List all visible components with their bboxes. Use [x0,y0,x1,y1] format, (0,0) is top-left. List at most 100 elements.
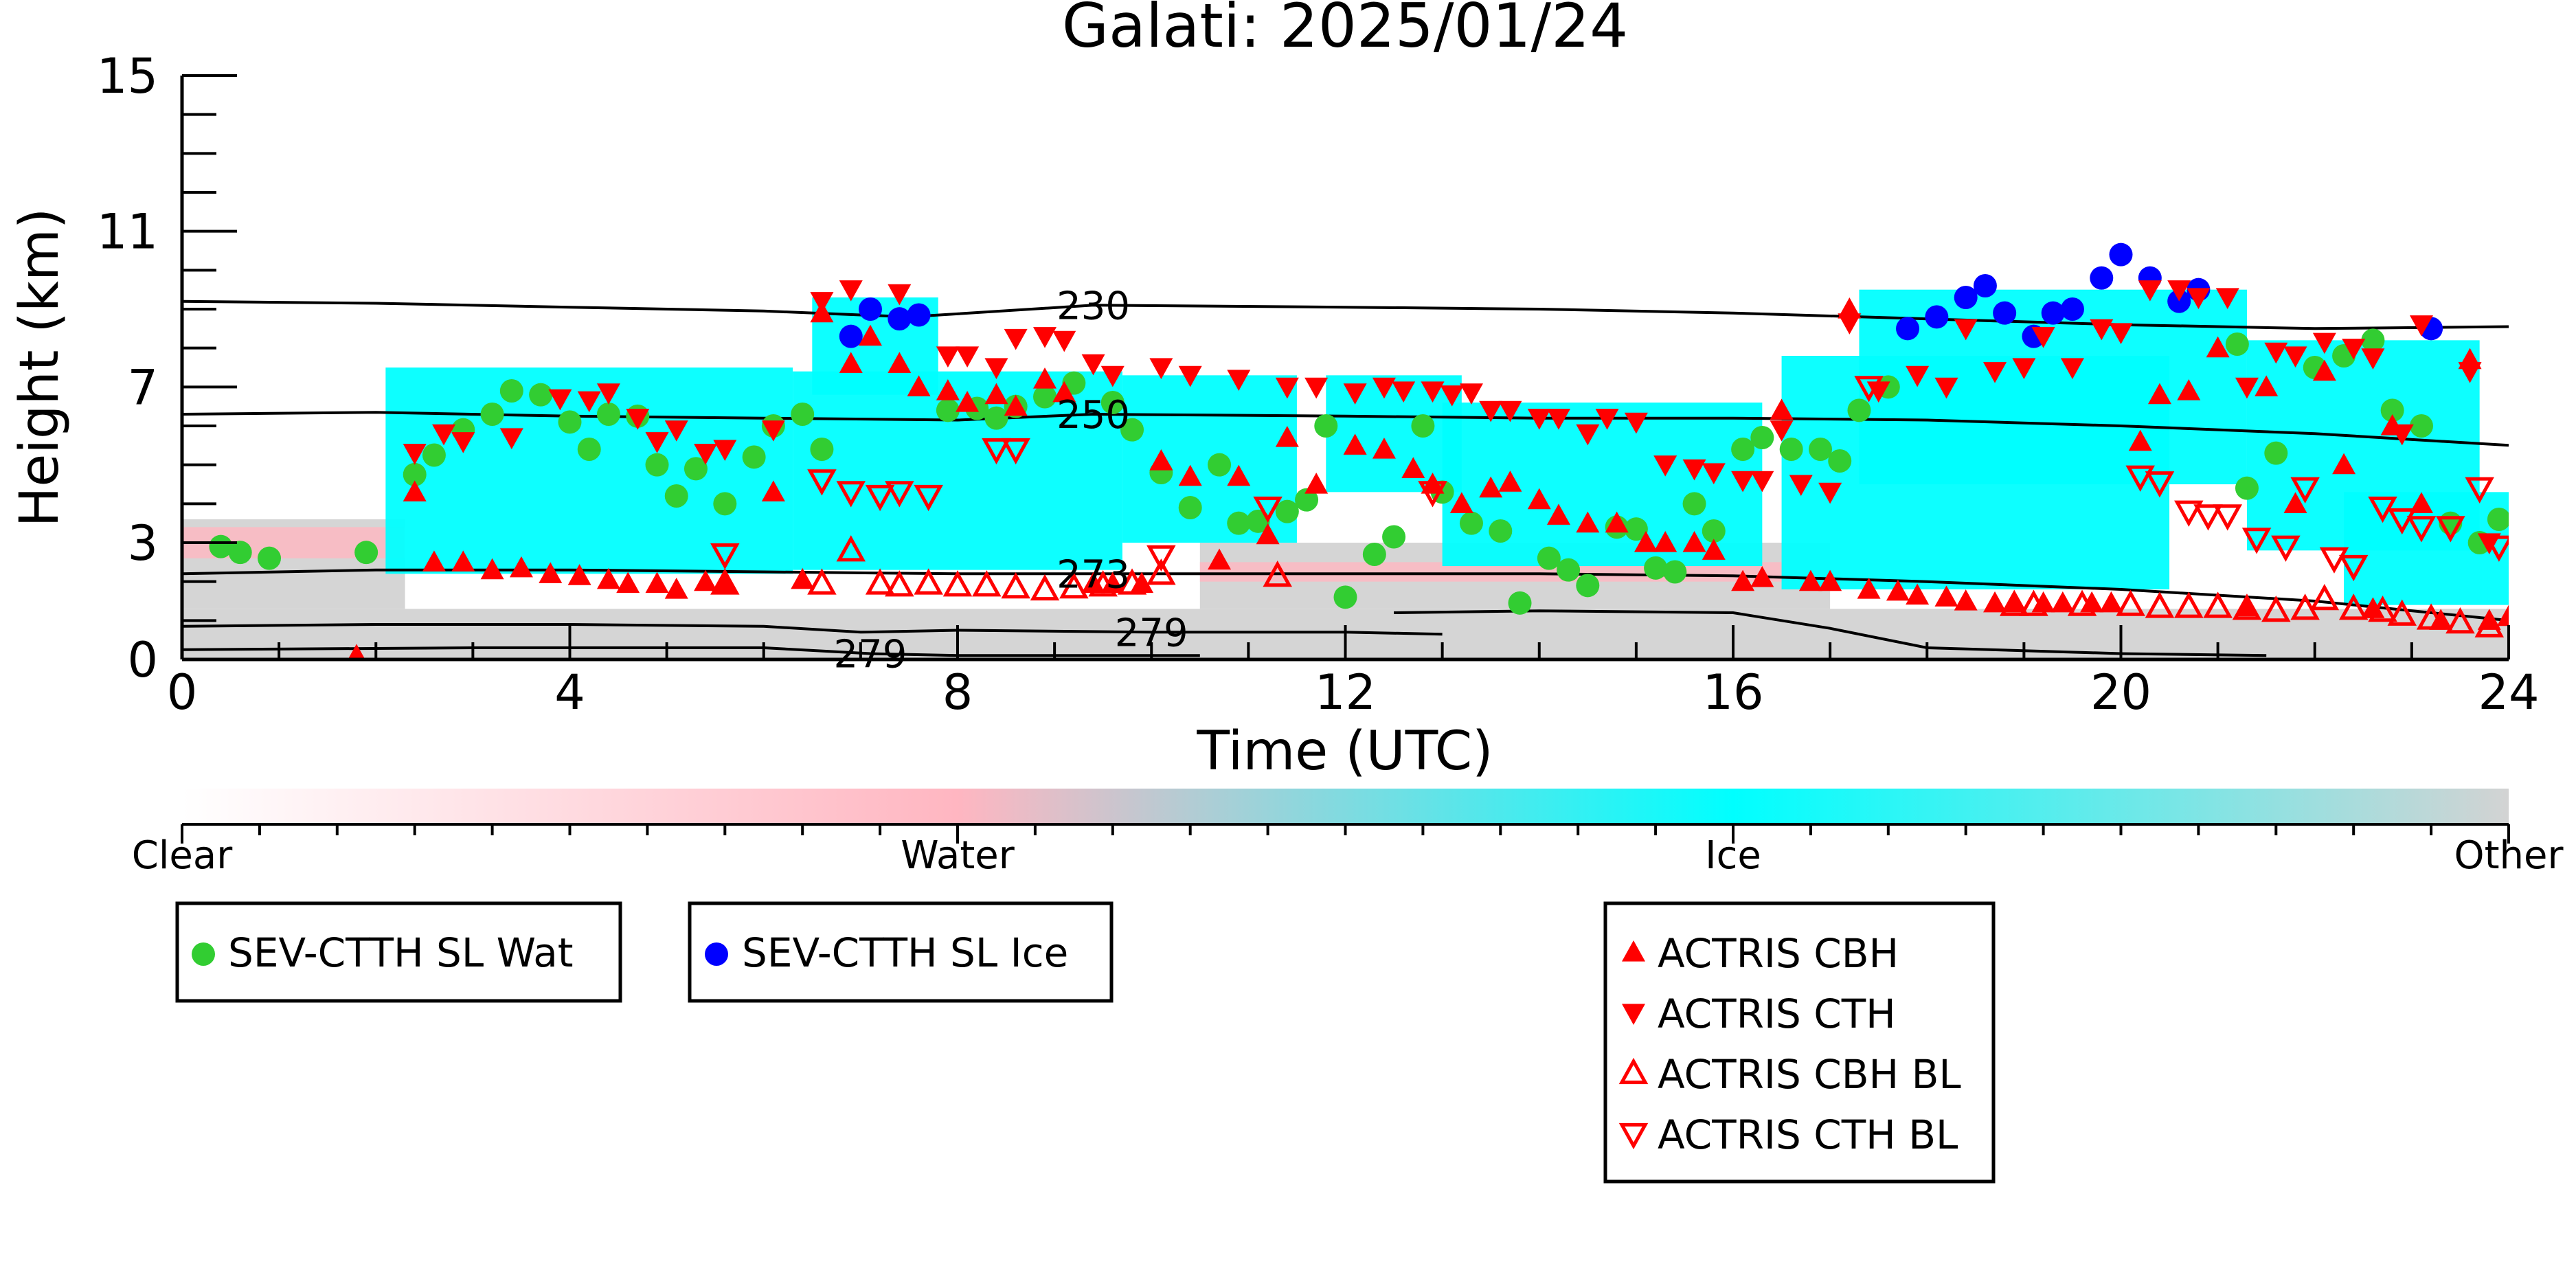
legend-label-actris-cth-bl: ACTRIS CTH BL [1658,1111,1958,1158]
marker-actris-cth-bl [982,438,1011,465]
marker-actris-cth [694,444,718,465]
marker-actris-cbh [2283,492,2307,513]
marker-actris-cth [888,284,912,306]
marker-actris-cth [1440,385,1464,407]
marker-actris-cbh [761,480,785,501]
marker-actris-cth [2090,319,2114,341]
colorbar-label-water: Water [901,833,1015,878]
marker-sev-ctth-sl-wat [1362,543,1386,566]
marker-sev-ctth-sl-wat [984,406,1008,430]
marker-actris-cbh [1634,531,1658,552]
marker-actris-cth [1906,365,1930,387]
marker-actris-cth [1178,365,1202,387]
marker-sev-ctth-sl-wat [577,438,601,461]
marker-sev-ctth-sl-ice [2041,301,2065,325]
legend-marker-sev-ice [705,942,728,966]
marker-sev-ctth-sl-wat [403,462,427,486]
marker-sev-ctth-sl-wat [258,546,282,570]
marker-actris-cth [2409,315,2433,337]
marker-sev-ctth-sl-wat [1208,453,1232,477]
marker-actris-cth [1818,482,1842,504]
marker-sev-ctth-sl-wat [1557,558,1581,582]
marker-actris-cth [1653,455,1677,477]
marker-actris-cth [2012,358,2036,379]
marker-actris-cth [1479,400,1503,422]
marker-sev-ctth-sl-wat [480,403,504,426]
marker-actris-cbh-bl [2445,607,2475,634]
legend-marker-sev-water [192,942,215,966]
marker-actris-cbh [1479,476,1503,498]
marker-actris-cth [1750,471,1774,493]
axes: 0 4 8 12 16 20 24 0 3 7 11 15 [97,48,2540,721]
marker-actris-cth [2060,358,2084,379]
marker-actris-cth-bl [2241,528,2272,554]
marker-actris-cth [1149,358,1173,379]
colorbar-ticks [181,824,2510,844]
marker-actris-cbh [1449,492,1473,513]
colorbar-label-other: Other [2454,833,2564,878]
cloud-region-ice-9 [1326,375,1462,493]
marker-actris-cbh-bl [2338,594,2369,620]
x-tick-label: 0 [167,664,198,721]
marker-actris-cbh [839,352,863,373]
marker-actris-cth-bl [2465,477,2494,504]
x-tick-label: 12 [1315,664,1376,721]
marker-actris-cth-bl [836,481,866,508]
marker-actris-cbh [1731,569,1755,591]
marker-actris-cth-bl [2387,508,2417,535]
marker-sev-ctth-sl-ice [1954,286,1978,309]
legend-box-sev-ice: SEV-CTTH SL Ice [688,901,1114,1003]
marker-actris-cth [1954,319,1978,341]
marker-actris-cbh-bl [836,535,866,562]
marker-sev-ctth-sl-wat [228,541,252,565]
marker-actris-cbh [1546,504,1570,525]
marker-actris-cth [2235,377,2259,399]
marker-actris-cbh [422,550,446,572]
marker-actris-cth [1731,471,1755,493]
contour-label-273-2: 273 [1057,552,1130,597]
marker-actris-cbh-bl [2387,599,2417,626]
marker-actris-cbh [984,383,1008,405]
marker-actris-cth [1527,409,1551,430]
marker-actris-cbh [1401,457,1425,478]
marker-actris-cth [1372,377,1396,399]
marker-actris-cbh-bl [1117,568,1147,595]
marker-actris-cbh [1838,297,1862,319]
marker-actris-cth [1682,459,1706,481]
marker-actris-cbh [888,352,912,373]
y-tick-label: 7 [127,359,158,416]
marker-actris-cth [1866,381,1890,403]
marker-sev-ctth-sl-wat [1663,560,1687,584]
marker-actris-cth-bl [2271,535,2301,562]
marker-actris-cbh-bl [2232,594,2262,620]
marker-actris-cbh [1149,449,1173,471]
marker-sev-ctth-sl-wat [354,541,379,565]
y-tick-label: 11 [97,204,158,260]
marker-actris-cth [810,292,834,313]
contour-label-250-1: 250 [1057,393,1130,438]
marker-actris-cth [2283,346,2307,368]
marker-sev-ctth-sl-wat [1489,519,1513,543]
marker-actris-cbh [791,567,815,589]
marker-actris-cbh [936,379,960,400]
marker-actris-cbh [2206,336,2230,358]
marker-actris-cbh-bl [2000,589,2029,616]
marker-actris-cth [1595,409,1619,430]
marker-actris-cth [1934,377,1958,399]
marker-actris-cbh [2409,492,2433,513]
legend-marker-actris-cth-bl [1618,1122,1649,1150]
legend-label-actris-cbh-bl: ACTRIS CBH BL [1658,1051,1961,1098]
marker-sev-ctth-sl-wat [1227,511,1251,535]
marker-actris-cth [577,391,601,413]
marker-sev-ctth-sl-wat [713,492,737,516]
x-tick-label: 24 [2478,664,2539,721]
marker-sev-ctth-sl-wat [1537,546,1561,570]
marker-actris-cth [1304,377,1329,399]
marker-actris-cth [1343,383,1367,405]
marker-actris-cth [2342,339,2366,360]
marker-actris-cth [2031,327,2055,348]
marker-actris-cbh [1576,511,1600,533]
marker-actris-cbh [1256,523,1280,545]
marker-actris-cbh [1605,511,1629,533]
